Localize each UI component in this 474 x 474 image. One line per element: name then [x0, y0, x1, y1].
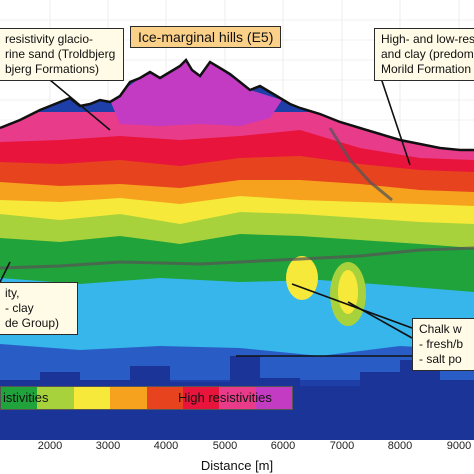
scale-swatch-6 — [219, 387, 256, 409]
x-tick-label: 2000 — [37, 440, 63, 452]
callout-chalk-line-1: Chalk w — [419, 322, 462, 336]
scale-swatch-0 — [1, 387, 38, 409]
scale-swatch-3 — [110, 387, 147, 409]
high-resistivity-label: High resistivities — [178, 390, 272, 405]
x-tick-label: 6000 — [270, 440, 296, 452]
callout-glacial-sand: resistivity glacio- rine sand (Troldbjer… — [0, 28, 124, 81]
callout-sand-clay: High- and low-resi and clay (predomi Mor… — [374, 28, 474, 81]
callout-glacial-sand-line-1: resistivity glacio- — [5, 32, 94, 46]
callout-clay-group-line-2: - clay — [5, 301, 34, 315]
resistivity-color-scale — [0, 386, 293, 410]
boundary-line-deep — [0, 246, 474, 270]
x-tick-label: 8000 — [387, 440, 413, 452]
callout-sand-clay-line-3: Morild Formation — [381, 62, 472, 76]
callout-glacial-sand-line-2: rine sand (Troldbjerg — [5, 47, 116, 61]
callout-clay-group-line-3: de Group) — [5, 316, 60, 330]
callout-clay-group-line-1: ity, — [5, 286, 20, 300]
low-resistivity-label: istivities — [3, 390, 49, 405]
callout-chalk-line-3: - salt po — [419, 352, 462, 366]
scale-swatch-1 — [37, 387, 74, 409]
callout-sand-clay-line-2: and clay (predomi — [381, 47, 474, 61]
callout-glacial-sand-line-3: bjerg Formations) — [5, 62, 100, 76]
terrain-profile — [0, 57, 474, 152]
x-tick-label: 4000 — [153, 440, 179, 452]
x-axis-label: Distance [m] — [200, 458, 274, 473]
scale-swatch-5 — [182, 387, 220, 409]
scale-swatch-2 — [73, 387, 111, 409]
x-tick-label: 9000 — [446, 440, 472, 452]
callout-chalk-line-2: - fresh/b — [419, 337, 464, 351]
leader-lines — [0, 74, 413, 357]
x-tick-label: 5000 — [212, 440, 238, 452]
scale-swatch-4 — [146, 387, 183, 409]
callout-clay-group: ity, - clay de Group) — [0, 282, 78, 335]
resistivity-bands — [0, 60, 474, 440]
section-title: Ice-marginal hills (E5) — [130, 26, 282, 48]
x-tick-label: 7000 — [329, 440, 355, 452]
callout-sand-clay-line-1: High- and low-resi — [381, 32, 474, 46]
boundary-line-dipping — [328, 127, 393, 202]
scale-swatch-7 — [255, 387, 292, 409]
x-tick-label: 3000 — [95, 440, 121, 452]
callout-chalk: Chalk w - fresh/b - salt po — [412, 318, 474, 371]
